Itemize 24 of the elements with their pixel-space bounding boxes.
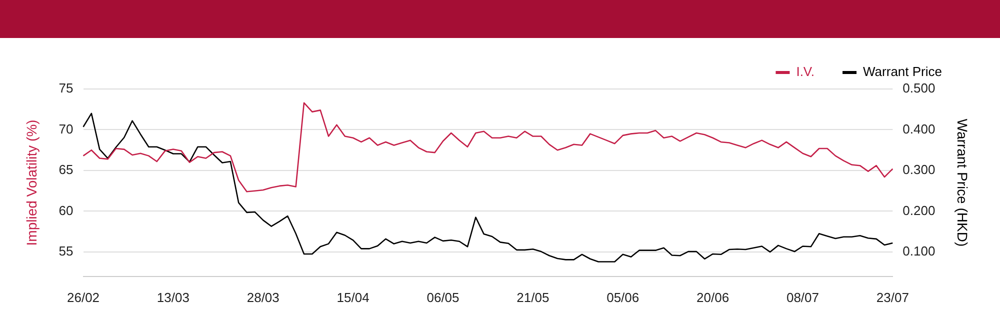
y2-tick-label: 0.400 bbox=[902, 121, 936, 136]
x-tick-label: 26/02 bbox=[66, 290, 100, 305]
legend-label: Warrant Price bbox=[863, 64, 942, 80]
x-tick-label: 23/07 bbox=[876, 290, 909, 305]
x-tick-label: 05/06 bbox=[606, 290, 640, 305]
x-tick-label: 28/03 bbox=[246, 290, 280, 305]
x-tick-label: 21/05 bbox=[516, 290, 550, 305]
y2-tick-label: 0.300 bbox=[902, 162, 936, 178]
y-axis-title: Implied Volatility (%) bbox=[23, 120, 40, 246]
y-tick-label: 70 bbox=[58, 121, 74, 136]
y-tick-label: 65 bbox=[58, 162, 74, 178]
y-tick-label: 55 bbox=[58, 244, 74, 259]
y-tick-label: 75 bbox=[58, 80, 74, 96]
x-tick-label: 06/05 bbox=[426, 290, 460, 305]
y2-axis-title: Warrant Price (HKD) bbox=[954, 118, 971, 247]
y2-tick-label: 0.100 bbox=[902, 244, 936, 259]
x-tick-label: 13/03 bbox=[156, 290, 190, 305]
x-tick-label: 08/07 bbox=[786, 290, 820, 305]
y-tick-label: 60 bbox=[58, 202, 74, 218]
legend-label: I.V. bbox=[796, 64, 815, 80]
x-tick-label: 20/06 bbox=[696, 290, 730, 305]
y2-tick-label: 0.500 bbox=[902, 80, 936, 96]
x-tick-label: 15/04 bbox=[336, 290, 370, 305]
y2-tick-label: 0.200 bbox=[902, 202, 936, 218]
